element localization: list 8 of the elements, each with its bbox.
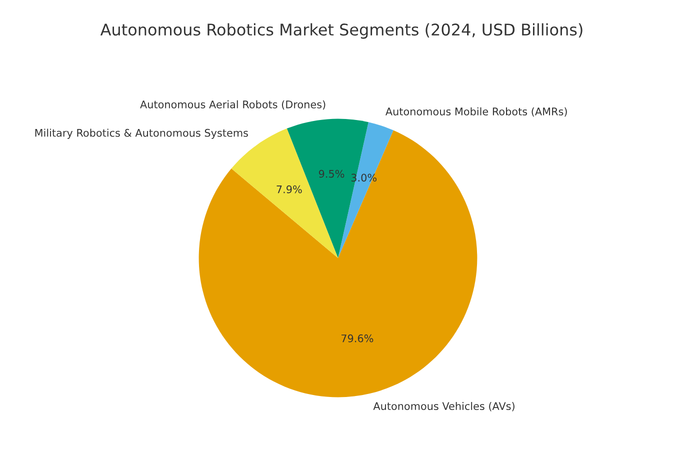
data-label: 79.6% bbox=[341, 334, 374, 342]
slice-label: Autonomous Aerial Robots (Drones) bbox=[140, 100, 326, 110]
chart-title: Autonomous Robotics Market Segments (2024, USD Billions) bbox=[100, 23, 582, 39]
slice-label: Autonomous Vehicles (AVs) bbox=[373, 402, 514, 412]
slice-label: Military Robotics & Autonomous Systems bbox=[35, 128, 248, 139]
data-label: 9.5% bbox=[318, 170, 344, 178]
data-label: 7.9% bbox=[276, 185, 302, 194]
slice-label: Autonomous Mobile Robots (AMRs) bbox=[386, 107, 567, 117]
